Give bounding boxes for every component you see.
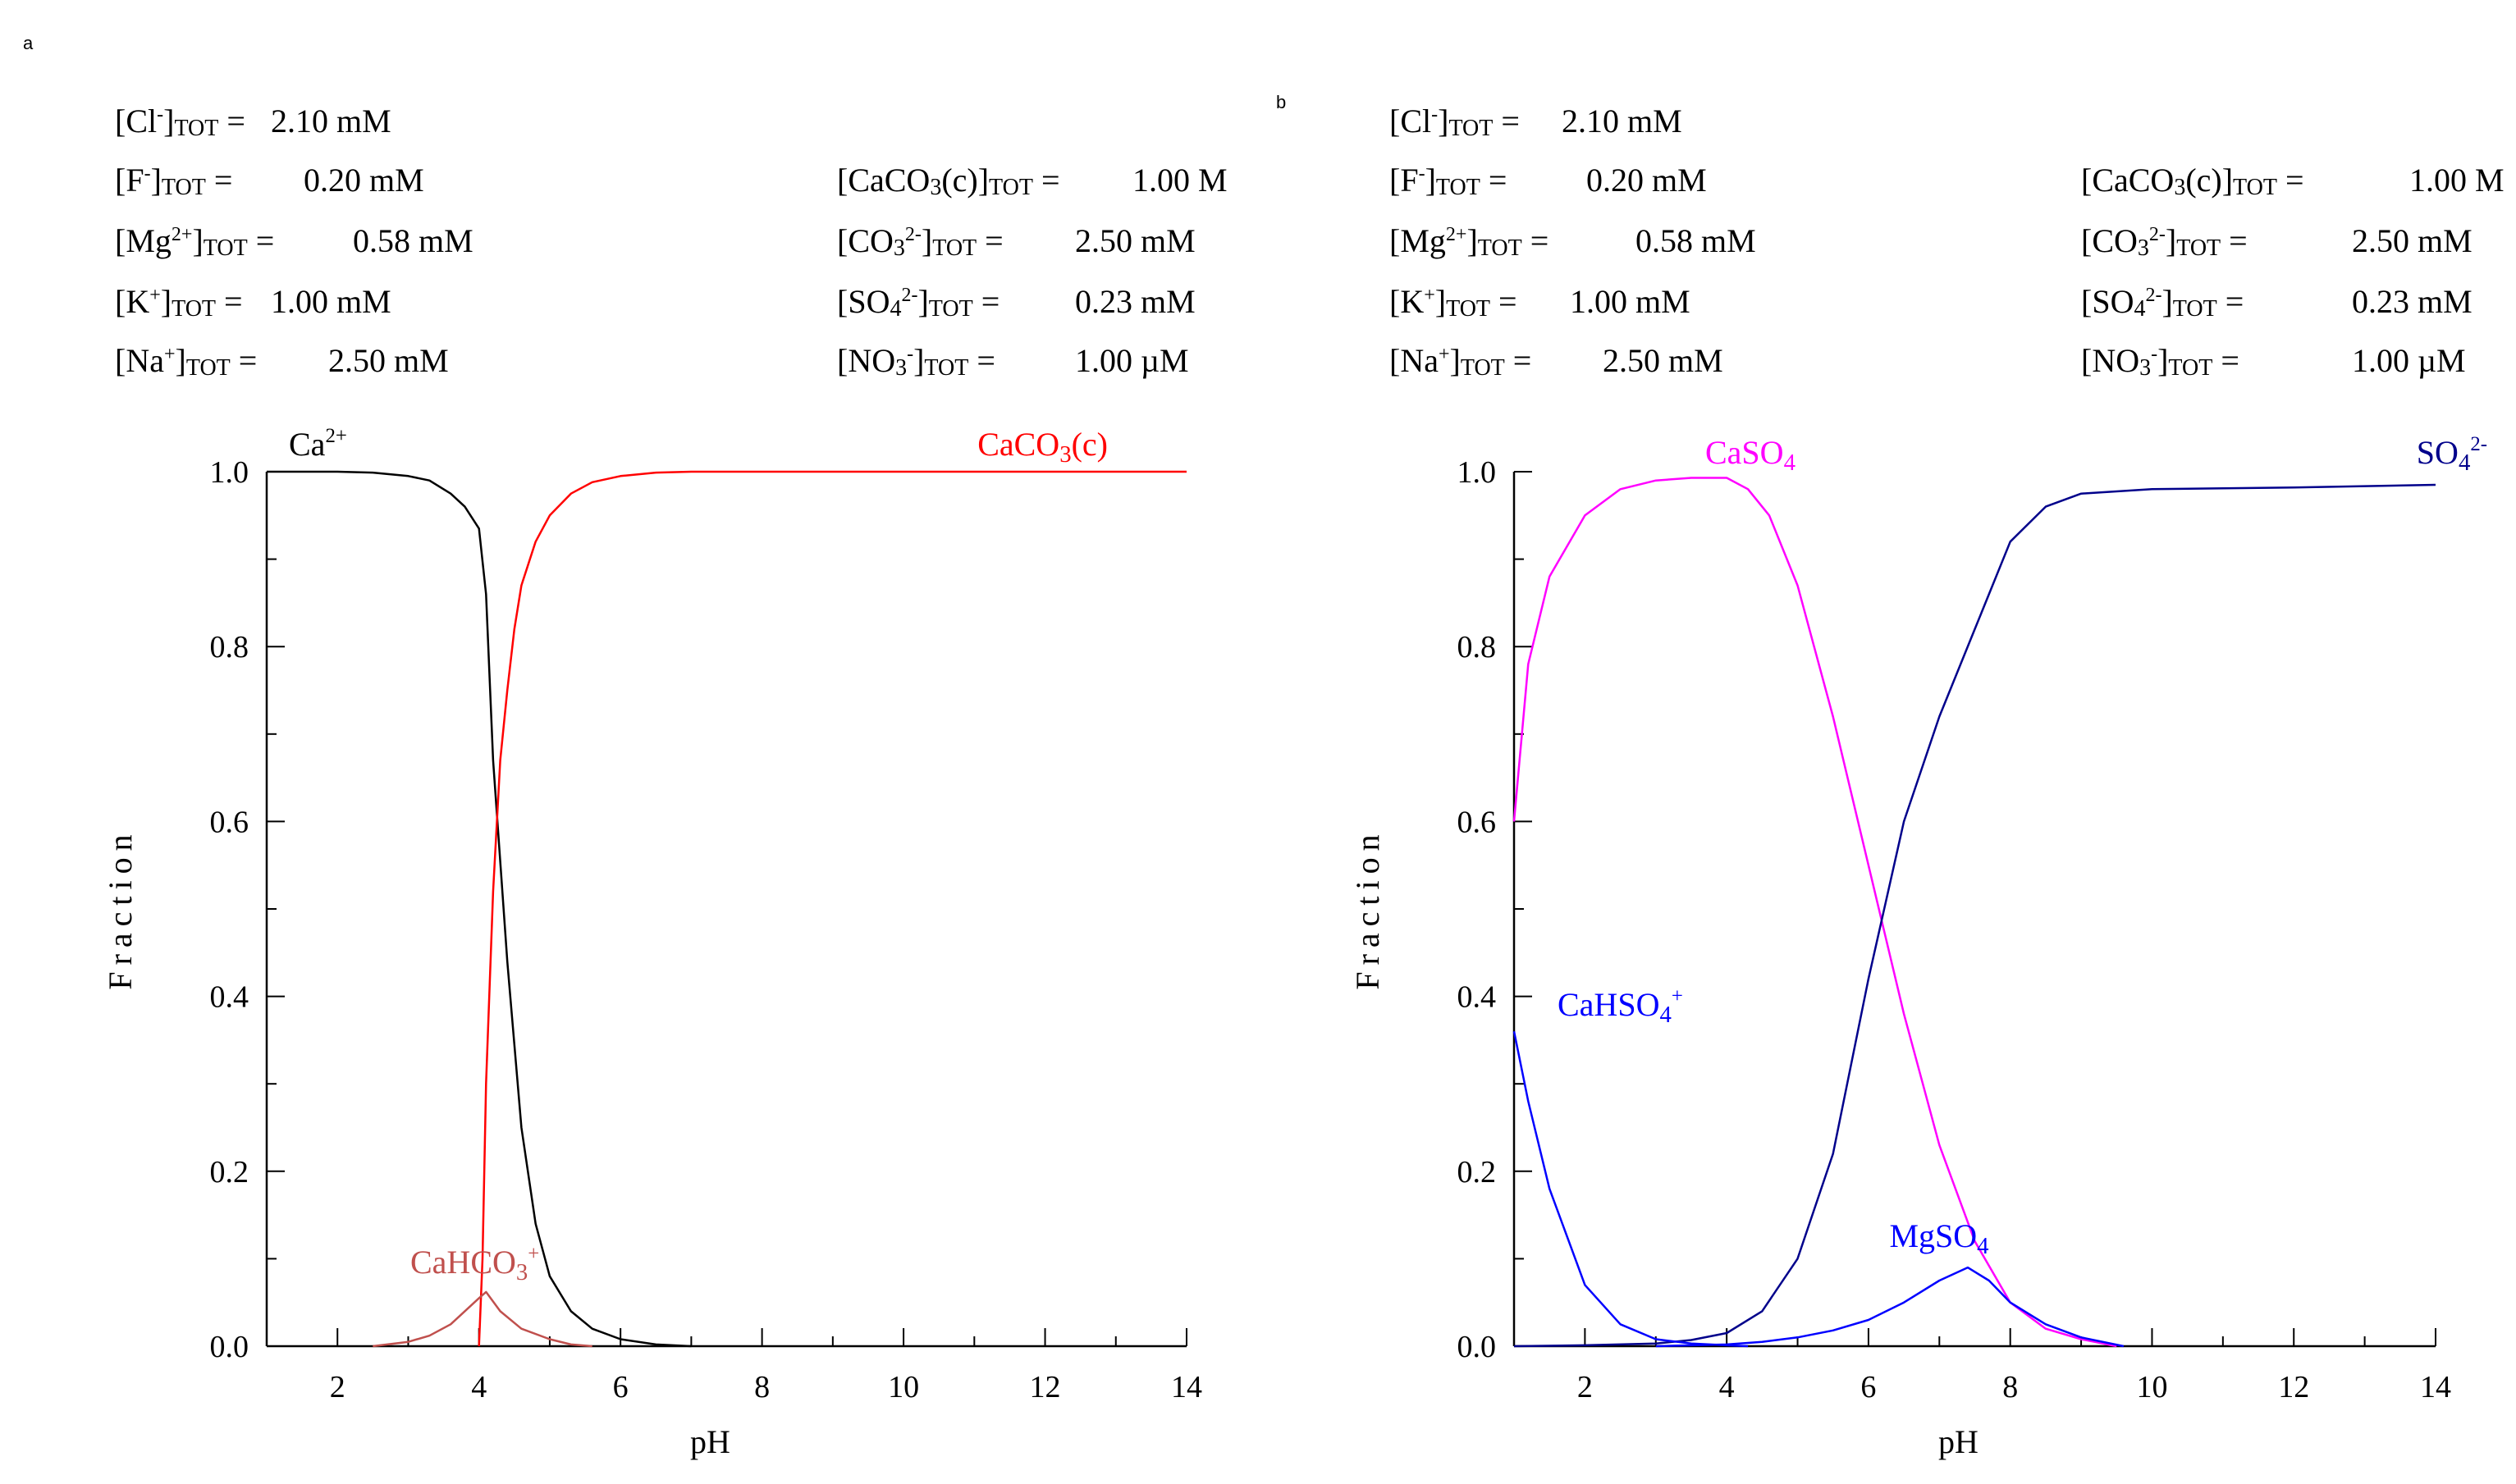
concentration-value: 2.10 mM [1562, 103, 1682, 139]
series-line-cahco3- [373, 1290, 592, 1348]
panel-label: b [1276, 92, 1287, 112]
concentration-value: 0.20 mM [1586, 162, 1707, 199]
y-tick-label: 0.2 [210, 1155, 249, 1189]
concentration-entry: [Na+]TOT = 2.50 mM [1389, 342, 1723, 381]
y-tick-label: 1.0 [210, 455, 249, 490]
concentration-entry: [Cl-]TOT = 2.10 mM [115, 103, 391, 141]
series-line-caco3-c- [478, 470, 1187, 1347]
series-line-ca2- [267, 470, 692, 1348]
concentration-entry: [Cl-]TOT = 2.10 mM [1389, 103, 1682, 141]
y-axis-label: Fraction [1349, 828, 1386, 989]
concentration-value: 0.23 mM [2352, 283, 2473, 320]
y-tick-label: 0.0 [1457, 1330, 1497, 1364]
x-tick-label: 2 [1577, 1370, 1593, 1404]
concentration-value: 1.00 mM [1570, 283, 1690, 320]
concentration-value: 1.00 M [1132, 162, 1228, 199]
species-fraction-chart: 2 4 6 8 10 12 14 0.0 0.2 0.4 0.6 0.8 1.0 pH Fraction Ca… [1349, 433, 2487, 1460]
y-tick-label: 0.6 [210, 805, 249, 839]
x-tick-label: 8 [2002, 1370, 2018, 1404]
concentration-entry: [SO42-]TOT = 0.23 mM [2081, 283, 2473, 322]
concentration-entry: [CO32-]TOT = 2.50 mM [2081, 222, 2473, 261]
x-tick-label: 2 [330, 1370, 345, 1404]
concentration-value: 0.20 mM [304, 162, 424, 199]
series-label-so4-2-: SO42- [2417, 433, 2487, 476]
concentration-value: 2.50 mM [1603, 342, 1723, 379]
concentration-entry: [Mg2+]TOT = 0.58 mM [115, 222, 473, 261]
concentration-entry: [CaCO3(c)]TOT = 1.00 M [837, 162, 1228, 201]
y-tick-label: 1.0 [1457, 455, 1497, 490]
series-line-mgso4 [1655, 1266, 2125, 1348]
concentration-entry: [K+]TOT = 1.00 mM [115, 283, 391, 322]
x-tick-label: 4 [471, 1370, 487, 1404]
series-line-cahso4- [1512, 1030, 1749, 1348]
concentration-value: 1.00 mM [271, 283, 391, 320]
concentration-entry: [NO3-]TOT = 1.00 µM [2081, 342, 2466, 381]
y-tick-label: 0.4 [210, 980, 249, 1015]
concentration-entry: [Na+]TOT = 2.50 mM [115, 342, 449, 381]
y-tick-label: 0.4 [1457, 980, 1497, 1015]
series-label-caso4: CaSO4 [1705, 434, 1796, 476]
x-axis-label: pH [1938, 1423, 1978, 1460]
concentration-value: 1.00 µM [2352, 342, 2466, 379]
y-tick-label: 0.6 [1457, 805, 1497, 839]
x-tick-label: 4 [1719, 1370, 1735, 1404]
concentration-entry: [CaCO3(c)]TOT = 1.00 M [2081, 162, 2505, 201]
y-tick-label: 0.0 [210, 1330, 249, 1364]
species-fraction-chart: 2 4 6 8 10 12 14 0.0 0.2 0.4 0.6 0.8 1.0 pH Fraction Ca… [102, 425, 1202, 1460]
concentration-value: 2.50 mM [1075, 222, 1196, 259]
x-axis-label: pH [690, 1423, 730, 1460]
concentration-entry: [F-]TOT = 0.20 mM [115, 162, 424, 200]
y-tick-label: 0.8 [1457, 630, 1497, 664]
concentration-value: 2.50 mM [328, 342, 449, 379]
concentration-value: 0.58 mM [353, 222, 473, 259]
series-label-caco3-c-: CaCO3(c) [977, 426, 1108, 468]
x-tick-label: 10 [2136, 1370, 2167, 1404]
x-tick-label: 8 [754, 1370, 770, 1404]
x-tick-label: 12 [1030, 1370, 1061, 1404]
series-label-cahso4-: CaHSO4+ [1558, 985, 1683, 1028]
concentration-entry: [SO42-]TOT = 0.23 mM [837, 283, 1196, 322]
concentration-entry: [NO3-]TOT = 1.00 µM [837, 342, 1189, 381]
concentration-value: 1.00 µM [1075, 342, 1189, 379]
series-label-cahco3-: CaHCO3+ [410, 1243, 539, 1285]
series-label-mgso4: MgSO4 [1889, 1217, 1988, 1259]
concentration-entry: [K+]TOT = 1.00 mM [1389, 283, 1690, 322]
concentration-entry: [Mg2+]TOT = 0.58 mM [1389, 222, 1756, 261]
concentration-value: 2.50 mM [2352, 222, 2473, 259]
x-tick-label: 14 [1171, 1370, 1202, 1404]
concentration-entry: [F-]TOT = 0.20 mM [1389, 162, 1707, 200]
concentration-value: 2.10 mM [271, 103, 391, 139]
panel-label: a [23, 33, 34, 53]
x-tick-label: 10 [888, 1370, 919, 1404]
y-axis-label: Fraction [102, 828, 139, 989]
series-label-ca2-: Ca2+ [289, 425, 347, 463]
x-tick-label: 14 [2420, 1370, 2451, 1404]
concentration-value: 0.23 mM [1075, 283, 1196, 320]
panel-b: b [Cl-]TOT = 2.10 mM [F-]TOT = 0.20 mM [Mg2+… [1258, 0, 2516, 1484]
x-tick-label: 12 [2278, 1370, 2309, 1404]
x-tick-label: 6 [613, 1370, 629, 1404]
y-tick-label: 0.2 [1457, 1155, 1497, 1189]
panel-a: a [Cl-]TOT = 2.10 mM [F-]TOT = 0.20 mM [Mg2+… [23, 33, 1228, 1460]
concentration-value: 1.00 M [2409, 162, 2505, 199]
y-tick-label: 0.8 [210, 630, 249, 664]
series-line-caso4 [1512, 477, 2117, 1348]
series-line-so4-2- [1513, 483, 2436, 1348]
x-tick-label: 6 [1860, 1370, 1876, 1404]
concentration-value: 0.58 mM [1635, 222, 1756, 259]
concentration-entry: [CO32-]TOT = 2.50 mM [837, 222, 1196, 261]
